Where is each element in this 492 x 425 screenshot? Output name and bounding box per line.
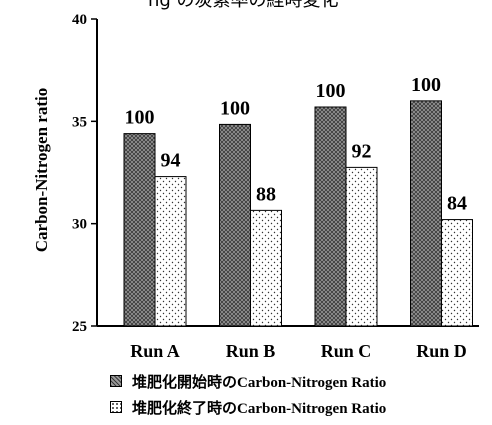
bar-end [154, 176, 187, 327]
y-tick-label: 40 [72, 12, 87, 28]
chart-title: ng の炭素率の経時変化 [148, 0, 339, 11]
category-label: Run C [321, 341, 372, 361]
bar-start [219, 123, 251, 327]
category-label: Run D [416, 341, 467, 361]
y-tick-label: 35 [72, 114, 87, 130]
bar-end [345, 166, 378, 327]
legend-swatch-start [110, 375, 122, 387]
y-tick-label: 30 [72, 217, 87, 233]
data-label-start: 100 [411, 74, 441, 96]
y-tick-label: 25 [72, 319, 87, 335]
legend-label-end: 堆肥化終了時のCarbon-Nitrogen Ratio [132, 400, 387, 417]
legend-label-start: 堆肥化開始時のCarbon-Nitrogen Ratio [132, 374, 387, 391]
legend-entry-end: 堆肥化終了時のCarbon-Nitrogen Ratio [110, 396, 386, 418]
bar-start [123, 133, 156, 327]
legend-swatch-end [110, 401, 122, 413]
data-label-end: 94 [161, 150, 181, 172]
data-label-end: 92 [352, 140, 372, 162]
data-label-start: 100 [316, 80, 346, 102]
data-label-start: 100 [220, 97, 250, 119]
bar-start [410, 100, 442, 327]
plot-area: 25 30 35 40 100 94 Run A 100 88 Run B 100 92 Run C 10… [72, 12, 479, 361]
legend-entry-start: 堆肥化開始時のCarbon-Nitrogen Ratio [110, 370, 386, 392]
data-label-end: 88 [256, 183, 276, 205]
category-label: Run A [130, 341, 180, 361]
y-axis-label: Carbon-Nitrogen ratio [32, 88, 51, 252]
data-label-end: 84 [447, 193, 467, 215]
category-label: Run B [226, 341, 276, 361]
bar-start [314, 106, 347, 327]
bar-end [250, 209, 282, 327]
legend: 堆肥化開始時のCarbon-Nitrogen Ratio 堆肥化終了時のCarb… [110, 370, 386, 422]
data-label-start: 100 [125, 107, 155, 129]
bar-end [441, 219, 473, 327]
